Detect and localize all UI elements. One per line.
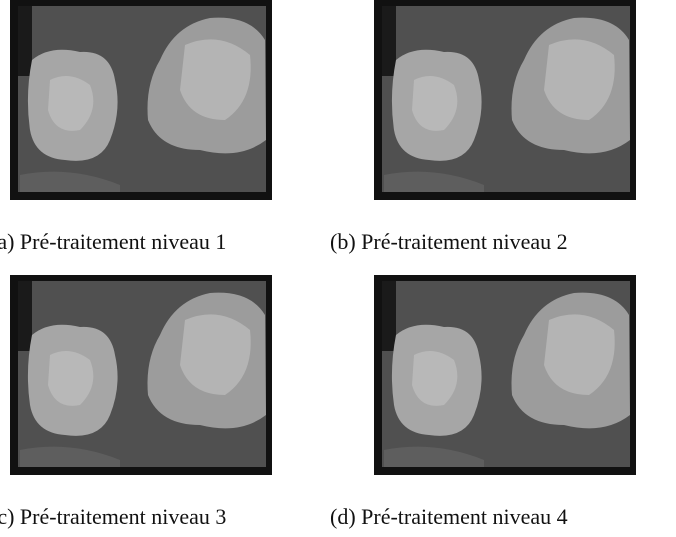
caption: (d) Pré-traitement niveau 4 (330, 504, 568, 529)
image-a (10, 0, 272, 200)
image-b (374, 0, 636, 200)
image-c (10, 275, 272, 475)
image-d (374, 275, 636, 475)
caption: (a) Pré-traitement niveau 1 (0, 229, 227, 254)
caption: (c) Pré-traitement niveau 3 (0, 504, 227, 529)
caption: (b) Pré-traitement niveau 2 (330, 229, 568, 254)
